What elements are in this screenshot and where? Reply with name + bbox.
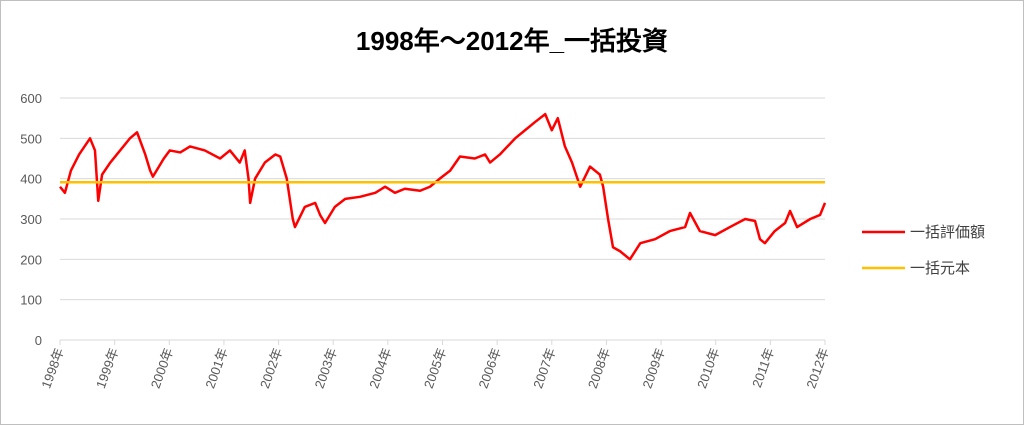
y-tick-label: 200 xyxy=(20,252,42,267)
legend-label: 一括元本 xyxy=(910,260,970,277)
y-tick-label: 400 xyxy=(20,172,42,187)
legend-label: 一括評価額 xyxy=(910,224,985,241)
y-tick-label: 300 xyxy=(20,212,42,227)
y-tick-label: 500 xyxy=(20,131,42,146)
y-tick-label: 100 xyxy=(20,293,42,308)
chart-title: 1998年～2012年_一括投資 xyxy=(356,26,668,56)
y-tick-label: 0 xyxy=(35,333,42,348)
line-series xyxy=(59,112,827,261)
y-tick-label: 600 xyxy=(20,91,42,106)
